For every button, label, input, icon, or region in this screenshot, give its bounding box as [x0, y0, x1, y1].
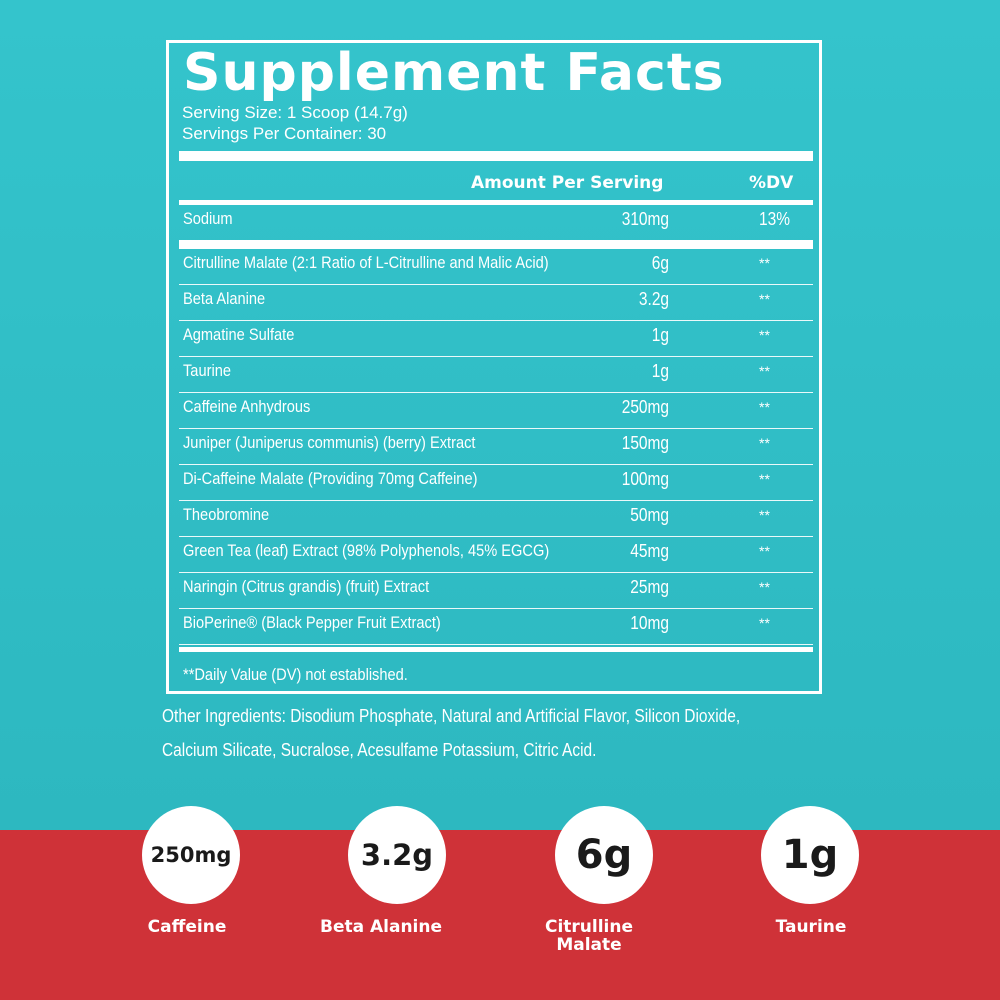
ingredient-name: Theobromine: [183, 505, 270, 524]
thick-divider-2: [179, 240, 813, 249]
badge-label-taurine: Taurine: [775, 917, 847, 937]
ingredient-row: Theobromine 50mg **: [179, 501, 813, 537]
row-divider: [179, 392, 813, 393]
badge-value: 1g: [781, 832, 839, 878]
ingredient-row: Agmatine Sulfate 1g **: [179, 321, 813, 357]
row-divider: [179, 644, 813, 645]
ingredient-name: Agmatine Sulfate: [183, 325, 295, 344]
row-divider: [179, 356, 813, 357]
servings-per-container: Servings Per Container: 30: [182, 124, 387, 143]
row-divider: [179, 428, 813, 429]
badge-citrulline-malate: 6g: [555, 806, 653, 904]
ingredient-dv: **: [759, 327, 770, 343]
badge-beta-alanine: 3.2g: [348, 806, 446, 904]
badge-caffeine: 250mg: [142, 806, 240, 904]
ingredient-name: Beta Alanine: [183, 289, 266, 308]
ingredient-amount: 100mg: [621, 469, 669, 489]
ingredient-name: Caffeine Anhydrous: [183, 397, 311, 416]
ingredient-row: Di-Caffeine Malate (Providing 70mg Caffe…: [179, 465, 813, 501]
ingredient-name: Naringin (Citrus grandis) (fruit) Extrac…: [183, 577, 430, 596]
ingredient-dv: **: [759, 255, 770, 271]
facts-title: Supplement Facts: [183, 43, 725, 103]
ingredient-amount: 250mg: [621, 397, 669, 417]
ingredient-row: Juniper (Juniperus communis) (berry) Ext…: [179, 429, 813, 465]
ingredient-amount: 1g: [651, 325, 669, 345]
badge-value: 3.2g: [360, 838, 434, 872]
ingredient-name: Green Tea (leaf) Extract (98% Polyphenol…: [183, 541, 550, 560]
ingredient-row: Citrulline Malate (2:1 Ratio of L-Citrul…: [179, 249, 813, 285]
ingredient-name: Citrulline Malate (2:1 Ratio of L-Citrul…: [183, 253, 549, 272]
thick-divider: [179, 151, 813, 161]
dv-header: %DV: [749, 173, 794, 193]
nutrient-name: Sodium: [183, 209, 233, 228]
ingredient-name: Taurine: [183, 361, 231, 380]
ingredient-dv: **: [759, 471, 770, 487]
ingredient-row: Taurine 1g **: [179, 357, 813, 393]
ingredient-amount: 150mg: [621, 433, 669, 453]
medium-divider: [179, 200, 813, 205]
badge-taurine: 1g: [761, 806, 859, 904]
ingredient-name: BioPerine® (Black Pepper Fruit Extract): [183, 613, 441, 632]
badge-label-citrulline-malate: Citrulline Malate: [544, 917, 634, 955]
ingredient-dv: **: [759, 435, 770, 451]
ingredient-amount: 3.2g: [638, 289, 669, 309]
badge-label-beta-alanine: Beta Alanine: [319, 917, 443, 937]
nutrient-dv: 13%: [759, 209, 790, 229]
ingredient-dv: **: [759, 579, 770, 595]
ingredient-dv: **: [759, 615, 770, 631]
serving-size: Serving Size: 1 Scoop (14.7g): [182, 103, 408, 122]
row-divider: [179, 536, 813, 537]
supplement-facts-panel: Supplement Facts Serving Size: 1 Scoop (…: [166, 40, 822, 694]
row-divider: [179, 608, 813, 609]
ingredient-dv: **: [759, 291, 770, 307]
ingredient-dv: **: [759, 507, 770, 523]
ingredient-dv: **: [759, 543, 770, 559]
ingredient-amount: 25mg: [630, 577, 669, 597]
row-divider: [179, 500, 813, 501]
ingredient-row: Naringin (Citrus grandis) (fruit) Extrac…: [179, 573, 813, 609]
dv-footnote: **Daily Value (DV) not established.: [183, 665, 408, 684]
badge-value: 250mg: [150, 843, 232, 867]
sodium-row: Sodium 310mg 13%: [179, 205, 813, 241]
ingredient-amount: 10mg: [630, 613, 669, 633]
row-divider: [179, 464, 813, 465]
ingredient-row: Green Tea (leaf) Extract (98% Polyphenol…: [179, 537, 813, 573]
ingredient-name: Di-Caffeine Malate (Providing 70mg Caffe…: [183, 469, 478, 488]
amount-per-serving-header: Amount Per Serving: [471, 173, 664, 193]
badge-label-caffeine: Caffeine: [147, 917, 227, 937]
bottom-divider: [179, 647, 813, 652]
ingredient-name: Juniper (Juniperus communis) (berry) Ext…: [183, 433, 476, 452]
ingredient-row: Beta Alanine 3.2g **: [179, 285, 813, 321]
ingredient-amount: 45mg: [630, 541, 669, 561]
ingredient-row: BioPerine® (Black Pepper Fruit Extract) 1…: [179, 609, 813, 645]
nutrient-amount: 310mg: [621, 209, 669, 229]
row-divider: [179, 572, 813, 573]
other-ingredients-line-1: Other Ingredients: Disodium Phosphate, N…: [162, 706, 741, 726]
ingredient-dv: **: [759, 399, 770, 415]
ingredient-amount: 1g: [651, 361, 669, 381]
row-divider: [179, 320, 813, 321]
row-divider: [179, 284, 813, 285]
ingredient-amount: 6g: [651, 253, 669, 273]
ingredient-row: Caffeine Anhydrous 250mg **: [179, 393, 813, 429]
badge-value: 6g: [575, 832, 633, 878]
other-ingredients-line-2: Calcium Silicate, Sucralose, Acesulfame …: [162, 740, 597, 760]
ingredient-dv: **: [759, 363, 770, 379]
ingredient-amount: 50mg: [630, 505, 669, 525]
